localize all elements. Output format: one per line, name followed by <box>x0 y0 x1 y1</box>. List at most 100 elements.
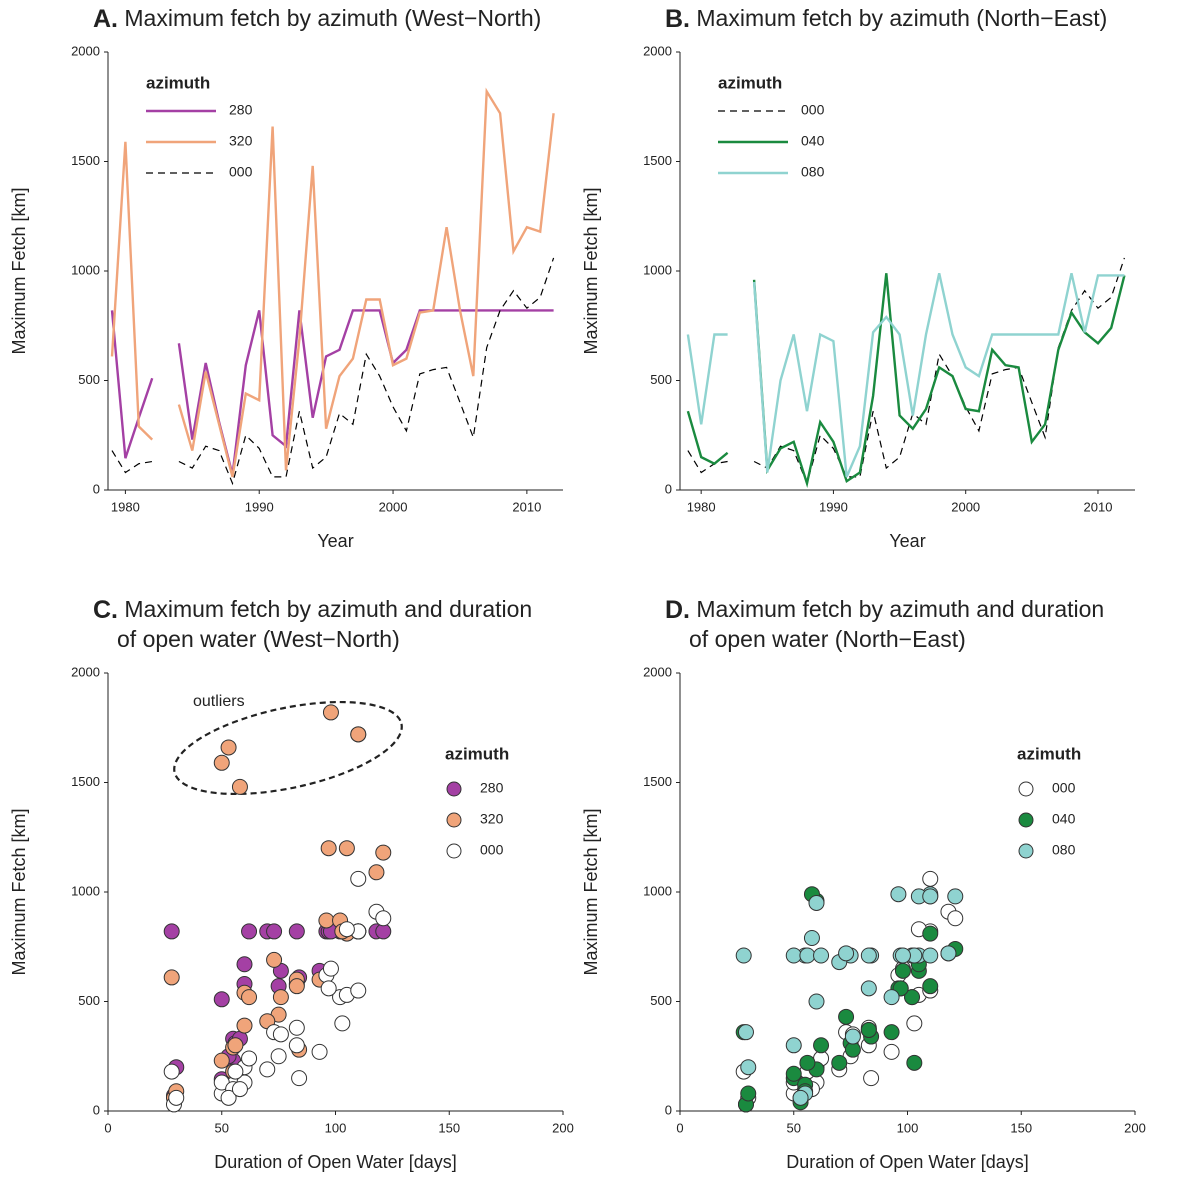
scatter-point <box>163 969 180 986</box>
scatter-point <box>320 980 337 997</box>
x-axis-label: Year <box>317 531 353 551</box>
scatter-point <box>350 870 367 887</box>
scatter-point <box>844 1028 861 1045</box>
panel-title: C. Maximum fetch by azimuth and duration <box>93 596 532 624</box>
legend-title: azimuth <box>445 744 509 763</box>
legend-swatch <box>1018 781 1034 797</box>
scatter-point <box>168 1089 185 1106</box>
legend-label: 000 <box>1052 780 1076 796</box>
panel-title-text: of open water (West−North) <box>117 626 400 652</box>
scatter-point <box>803 929 820 946</box>
scatter-point <box>813 1037 830 1054</box>
y-tick-label: 1500 <box>71 153 100 168</box>
scatter-point <box>735 947 752 964</box>
scatter-point <box>368 864 385 881</box>
scatter-point <box>311 1043 328 1060</box>
scatter-point <box>904 989 921 1006</box>
x-tick-label: 1980 <box>111 499 140 514</box>
scatter-point <box>375 910 392 927</box>
y-tick-label: 0 <box>93 481 100 496</box>
legend-swatch <box>1018 812 1034 828</box>
x-tick-label: 50 <box>215 1120 229 1135</box>
legend-title: azimuth <box>146 73 210 92</box>
y-tick-label: 1500 <box>71 774 100 789</box>
legend: azimuth 000 040 080 <box>1017 744 1081 859</box>
panel-label: D. <box>665 596 690 624</box>
scatter-point <box>860 1021 877 1038</box>
y-tick-label: 1500 <box>643 774 672 789</box>
y-tick-label: 2000 <box>643 664 672 679</box>
scatter-point <box>259 1061 276 1078</box>
legend-label: 000 <box>229 164 253 180</box>
scatter-point <box>740 1085 757 1102</box>
scatter-point <box>220 1089 237 1106</box>
scatter-point <box>894 962 911 979</box>
scatter-point <box>241 989 258 1006</box>
x-tick-label: 50 <box>787 1120 801 1135</box>
scatter-point <box>236 1017 253 1034</box>
scatter-point <box>231 1081 248 1098</box>
scatter-point <box>270 1048 287 1065</box>
scatter-point <box>922 888 939 905</box>
line-series <box>110 309 554 475</box>
panel-label: B. <box>665 5 690 33</box>
scatter-point <box>785 947 802 964</box>
scatter-point <box>318 912 335 929</box>
legend-swatch <box>1018 843 1034 859</box>
scatter-point <box>220 739 237 756</box>
panel: B. Maximum fetch by azimuth (North−East)… <box>581 5 1135 551</box>
scatter-point <box>272 989 289 1006</box>
scatter-point <box>894 947 911 964</box>
scatter-point <box>350 982 367 999</box>
scatter-point <box>288 1019 305 1036</box>
scatter-point <box>288 978 305 995</box>
scatter-point <box>375 844 392 861</box>
panel-title: D. Maximum fetch by azimuth and duration <box>665 596 1104 624</box>
panel-title-text: of open water (North−East) <box>689 626 966 652</box>
y-tick-label: 2000 <box>71 664 100 679</box>
legend-swatch <box>446 812 462 828</box>
scatter-point <box>883 1024 900 1041</box>
scatter-point <box>737 1024 754 1041</box>
outlier-ellipse <box>173 700 403 796</box>
y-tick-label: 1000 <box>643 883 672 898</box>
legend-label: 320 <box>480 811 504 827</box>
scatter-point <box>883 1043 900 1060</box>
scatter-point <box>740 1059 757 1076</box>
y-axis-label: Maximum Fetch [km] <box>581 187 601 354</box>
panel-title: of open water (West−North) <box>117 626 400 652</box>
scatter-point <box>890 886 907 903</box>
x-tick-label: 0 <box>104 1120 111 1135</box>
scatter-point <box>163 1063 180 1080</box>
scatter-point <box>813 947 830 964</box>
scatter-point <box>860 947 877 964</box>
y-tick-label: 1000 <box>643 262 672 277</box>
panel: A. Maximum fetch by azimuth (West−North)… <box>9 5 563 551</box>
scatter-point <box>213 991 230 1008</box>
panel-title: B. Maximum fetch by azimuth (North−East) <box>665 5 1107 33</box>
scatter-point <box>785 1065 802 1082</box>
panel-title: of open water (North−East) <box>689 626 966 652</box>
scatter-point <box>799 947 816 964</box>
scatter-point <box>236 956 253 973</box>
x-axis-label: Duration of Open Water [days] <box>786 1152 1028 1172</box>
y-axis-label: Maximum Fetch [km] <box>9 187 29 354</box>
y-tick-label: 1000 <box>71 883 100 898</box>
x-tick-label: 1990 <box>819 499 848 514</box>
x-tick-label: 1980 <box>687 499 716 514</box>
scatter-point <box>940 945 957 962</box>
scatter-point <box>947 888 964 905</box>
scatter-point <box>266 923 283 940</box>
panel-title-text: Maximum fetch by azimuth (North−East) <box>696 5 1107 31</box>
y-tick-label: 500 <box>78 372 100 387</box>
legend-swatch <box>446 843 462 859</box>
scatter-point <box>241 923 258 940</box>
annotation: outliers <box>193 693 245 710</box>
y-tick-label: 500 <box>78 993 100 1008</box>
scatter-point <box>213 754 230 771</box>
y-tick-label: 2000 <box>643 43 672 58</box>
panel: D. Maximum fetch by azimuth and duration… <box>581 596 1146 1172</box>
line-series <box>110 87 555 478</box>
scatter-point <box>838 945 855 962</box>
